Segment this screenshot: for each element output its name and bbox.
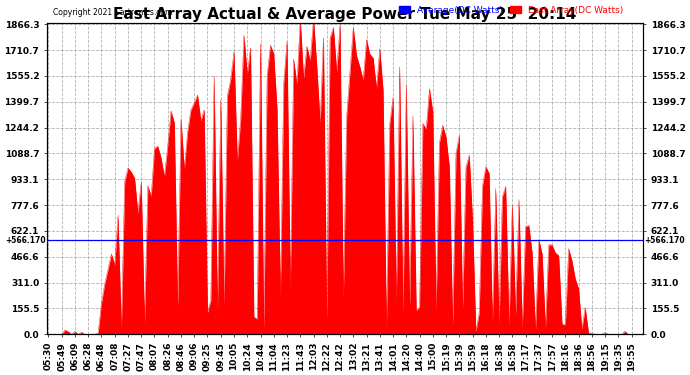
- Title: East Array Actual & Average Power Tue May 25  20:14: East Array Actual & Average Power Tue Ma…: [113, 7, 577, 22]
- Text: +566.170: +566.170: [644, 236, 685, 245]
- Text: +566.170: +566.170: [5, 236, 46, 245]
- Text: Copyright 2021 Cartronics.com: Copyright 2021 Cartronics.com: [52, 8, 172, 16]
- Legend: Average(DC Watts), East Array(DC Watts): Average(DC Watts), East Array(DC Watts): [395, 2, 627, 19]
